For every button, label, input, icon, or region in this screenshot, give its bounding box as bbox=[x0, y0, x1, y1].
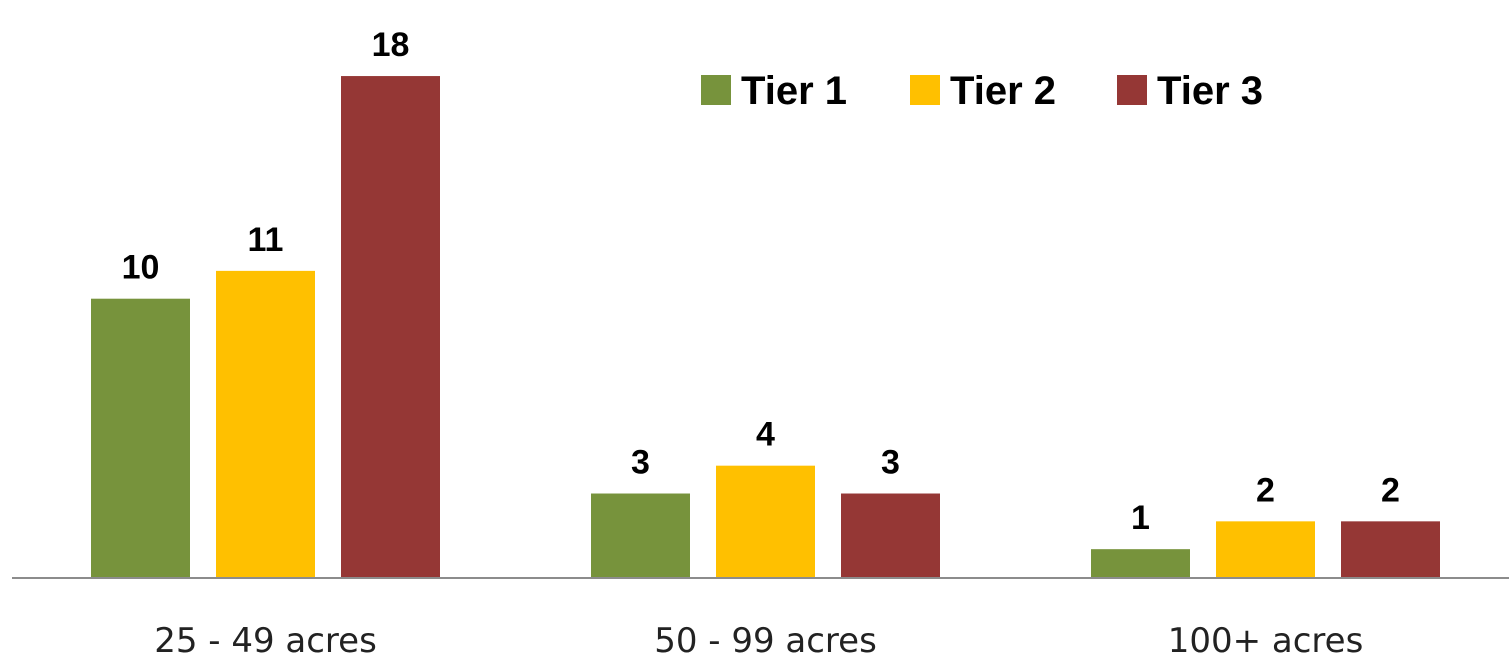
data-label-tier-3-1: 18 bbox=[372, 26, 410, 64]
bar-tier-3-3 bbox=[1341, 521, 1440, 577]
legend-label-tier-1: Tier 1 bbox=[741, 69, 847, 113]
data-label-tier-3-3: 2 bbox=[1381, 471, 1400, 509]
category-label-1: 25 - 49 acres bbox=[154, 621, 377, 661]
bar-tier-2-1 bbox=[216, 270, 315, 577]
legend-label-tier-2: Tier 2 bbox=[950, 69, 1056, 113]
data-label-tier-2-2: 4 bbox=[756, 416, 775, 454]
data-label-tier-2-1: 11 bbox=[248, 221, 284, 259]
bars-group bbox=[91, 76, 1440, 577]
bar-tier-1-1 bbox=[91, 298, 190, 577]
data-label-tier-1-1: 10 bbox=[122, 249, 160, 287]
bar-tier-3-1 bbox=[341, 76, 440, 577]
category-label-2: 50 - 99 acres bbox=[654, 621, 877, 661]
bar-tier-2-3 bbox=[1216, 521, 1315, 577]
data-labels-group: 10 11 18 3 4 3 1 2 2 bbox=[122, 26, 1400, 537]
category-labels-group: 25 - 49 acres 50 - 99 acres 100+ acres bbox=[154, 621, 1363, 661]
legend: Tier 1 Tier 2 Tier 3 bbox=[701, 69, 1263, 113]
legend-swatch-tier-2 bbox=[910, 75, 940, 105]
legend-label-tier-3: Tier 3 bbox=[1157, 69, 1263, 113]
legend-swatch-tier-3 bbox=[1117, 75, 1147, 105]
category-label-3: 100+ acres bbox=[1168, 621, 1364, 661]
data-label-tier-3-2: 3 bbox=[881, 444, 900, 482]
bar-tier-3-2 bbox=[841, 493, 940, 577]
data-label-tier-2-3: 2 bbox=[1256, 471, 1275, 509]
bar-tier-1-3 bbox=[1091, 549, 1190, 577]
bar-tier-2-2 bbox=[716, 465, 815, 577]
data-label-tier-1-2: 3 bbox=[631, 444, 650, 482]
data-label-tier-1-3: 1 bbox=[1131, 499, 1150, 537]
legend-swatch-tier-1 bbox=[701, 75, 731, 105]
bar-tier-1-2 bbox=[591, 493, 690, 577]
